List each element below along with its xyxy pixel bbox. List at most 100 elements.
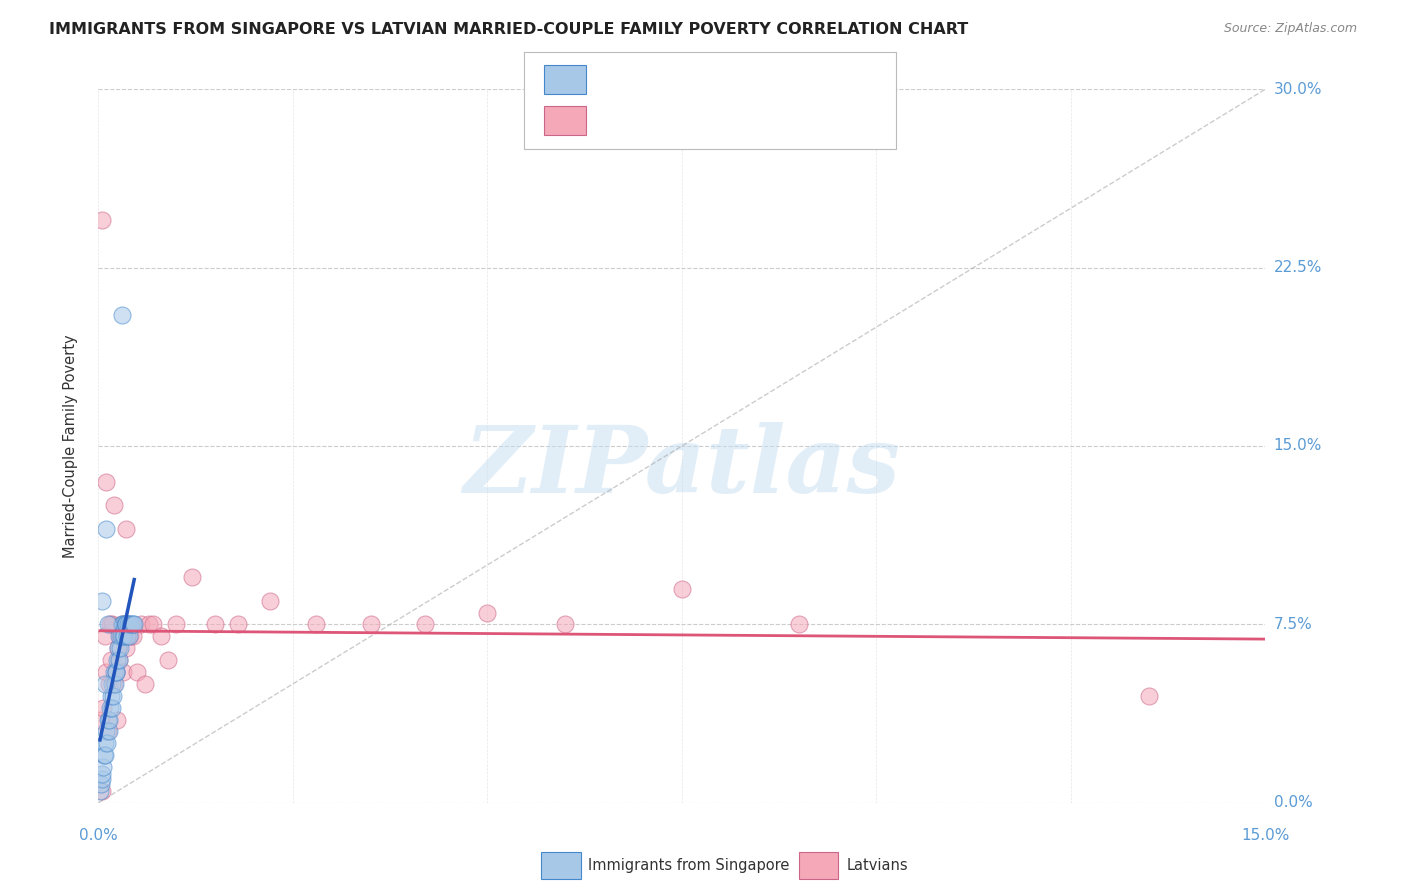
Point xyxy=(117,617,139,632)
Point xyxy=(107,641,129,656)
Y-axis label: Married-Couple Family Poverty: Married-Couple Family Poverty xyxy=(63,334,77,558)
Text: Latvians: Latvians xyxy=(846,858,908,872)
Point xyxy=(97,724,120,739)
Text: 48: 48 xyxy=(761,113,783,128)
Point xyxy=(360,617,382,632)
Point xyxy=(103,499,125,513)
Point xyxy=(477,606,499,620)
Point xyxy=(127,665,149,679)
Point xyxy=(111,629,134,643)
Point xyxy=(671,582,693,596)
Point xyxy=(554,617,576,632)
Point xyxy=(103,665,125,679)
Point xyxy=(96,724,118,739)
Point xyxy=(103,677,125,691)
Text: Immigrants from Singapore: Immigrants from Singapore xyxy=(588,858,789,872)
Point xyxy=(89,784,111,798)
Point xyxy=(104,665,127,679)
Point xyxy=(89,713,111,727)
Point xyxy=(91,700,114,714)
Point xyxy=(93,736,115,750)
Point xyxy=(98,700,121,714)
Point xyxy=(118,617,141,632)
Text: R =: R = xyxy=(600,72,636,87)
Point xyxy=(114,617,136,632)
Text: 0.570: 0.570 xyxy=(640,72,690,87)
Point xyxy=(100,653,122,667)
Text: 15.0%: 15.0% xyxy=(1274,439,1322,453)
Text: Source: ZipAtlas.com: Source: ZipAtlas.com xyxy=(1223,22,1357,36)
Point xyxy=(90,777,112,791)
Point xyxy=(111,617,134,632)
Point xyxy=(165,617,187,632)
Point xyxy=(105,665,128,679)
Point xyxy=(117,617,139,632)
Text: N =: N = xyxy=(721,72,758,87)
Point xyxy=(93,677,115,691)
Point xyxy=(134,677,156,691)
Text: 15.0%: 15.0% xyxy=(1241,828,1289,843)
Text: 0.210: 0.210 xyxy=(640,113,690,128)
Point xyxy=(118,629,141,643)
Point xyxy=(112,617,135,632)
Point xyxy=(413,617,436,632)
Point xyxy=(111,617,134,632)
Text: 0.0%: 0.0% xyxy=(79,828,118,843)
Point xyxy=(91,213,114,227)
Point xyxy=(101,617,124,632)
Point xyxy=(91,593,114,607)
Point xyxy=(114,522,136,536)
Point xyxy=(149,629,172,643)
Point xyxy=(120,617,142,632)
Point xyxy=(101,677,124,691)
Point xyxy=(204,617,226,632)
Point xyxy=(115,617,138,632)
Point xyxy=(91,767,114,781)
Point xyxy=(90,772,112,786)
Point xyxy=(111,308,134,322)
Text: 30.0%: 30.0% xyxy=(1274,82,1322,96)
Point xyxy=(97,713,120,727)
Point xyxy=(94,748,117,763)
Point xyxy=(91,760,114,774)
Point xyxy=(104,665,127,679)
Point xyxy=(103,689,125,703)
Point xyxy=(96,522,118,536)
Point xyxy=(96,665,118,679)
Point xyxy=(100,700,122,714)
Point xyxy=(93,748,115,763)
Text: 22.5%: 22.5% xyxy=(1274,260,1322,275)
Point xyxy=(96,475,118,489)
Point xyxy=(111,629,134,643)
Point xyxy=(115,641,138,656)
Point xyxy=(121,617,143,632)
Point xyxy=(157,653,180,667)
Point xyxy=(114,617,136,632)
Point xyxy=(108,629,131,643)
Point xyxy=(118,629,141,643)
Point xyxy=(98,677,121,691)
Point xyxy=(93,629,115,643)
Point xyxy=(305,617,328,632)
Text: ZIPatlas: ZIPatlas xyxy=(464,423,900,512)
Point xyxy=(97,617,120,632)
Point xyxy=(115,629,138,643)
Point xyxy=(122,617,145,632)
Point xyxy=(107,653,129,667)
Point xyxy=(108,629,131,643)
Point xyxy=(97,724,120,739)
Text: R =: R = xyxy=(600,113,636,128)
Point xyxy=(259,593,281,607)
Point xyxy=(98,617,121,632)
Point xyxy=(1137,689,1160,703)
Text: 7.5%: 7.5% xyxy=(1274,617,1312,632)
Point xyxy=(787,617,810,632)
Point xyxy=(98,713,121,727)
Text: IMMIGRANTS FROM SINGAPORE VS LATVIAN MARRIED-COUPLE FAMILY POVERTY CORRELATION C: IMMIGRANTS FROM SINGAPORE VS LATVIAN MAR… xyxy=(49,22,969,37)
Point xyxy=(138,617,160,632)
Point xyxy=(105,653,128,667)
Text: 0.0%: 0.0% xyxy=(1274,796,1312,810)
Point xyxy=(90,784,112,798)
Point xyxy=(108,641,131,656)
Point xyxy=(142,617,165,632)
